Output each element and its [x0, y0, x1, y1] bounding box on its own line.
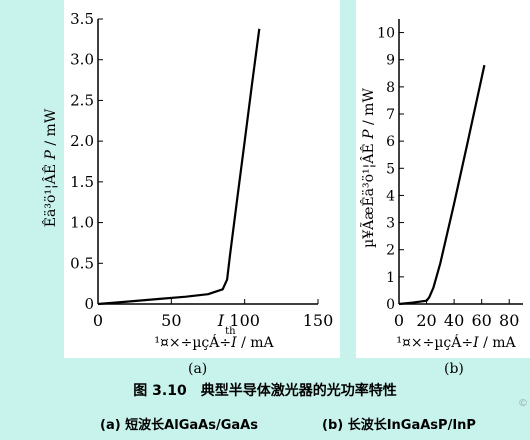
- x-tick-label-b: 40: [444, 311, 464, 330]
- y-tick-label-a: 0.5: [70, 254, 94, 272]
- x-axis-label-a: ¹¤×÷µçÁ÷I / mA: [154, 333, 274, 351]
- y-tick-label-a: 1.5: [70, 173, 94, 191]
- y-tick-label-a: 0: [84, 295, 94, 313]
- y-tick-label-b: 6: [386, 134, 395, 150]
- figure-caption: 图 3.10 典型半导体激光器的光功率特性: [133, 383, 397, 399]
- figure-label-a: (a): [188, 361, 208, 377]
- x-tick-label-a: 0: [93, 311, 103, 330]
- y-tick-label-a: 2.0: [70, 132, 94, 150]
- chart-panel-a: [64, 0, 340, 358]
- figure-label-b: (b): [444, 361, 464, 377]
- y-tick-label-b: 4: [386, 188, 395, 204]
- subcaption-a: (a) 短波长AlGaAs/GaAs: [100, 418, 258, 433]
- x-tick-label-a: 150: [303, 311, 334, 330]
- x-tick-label-b: 20: [416, 311, 436, 330]
- x-tick-label-a: 100: [229, 311, 260, 330]
- y-axis-label-b: µ¥ÃæÊä³ö¹¦ÂÊ P / mW: [359, 88, 377, 248]
- y-tick-label-a: 3.0: [70, 51, 94, 69]
- chart-panel-b: [356, 0, 530, 358]
- charts-svg: 0 50 100 15000.51.01.52.02.53.03.5¹¤×÷µçÁ÷I…: [41, 10, 523, 351]
- threshold-annotation: I: [217, 311, 225, 330]
- x-tick-label-b: 60: [471, 311, 491, 330]
- y-tick-label-b: 1: [386, 270, 395, 286]
- series-line-a-0: [97, 28, 261, 306]
- threshold-annotation-sub: th: [225, 326, 236, 337]
- y-tick-label-b: 7: [386, 107, 395, 123]
- y-tick-label-b: 9: [386, 53, 395, 69]
- x-tick-label-b: 0: [394, 311, 404, 330]
- y-tick-label-b: 2: [386, 243, 395, 259]
- x-axis-label-b: ¹¤×÷µçÁ÷I / mA: [396, 333, 516, 351]
- y-tick-label-b: 3: [386, 216, 395, 232]
- y-tick-label-b: 8: [386, 80, 395, 96]
- y-tick-label-a: 1.0: [70, 214, 94, 232]
- y-axis-label-a: Êä³ö¹¦ÂÊ P / mW: [41, 108, 59, 227]
- series-line-b-0: [398, 64, 486, 306]
- y-tick-label-a: 3.5: [70, 10, 94, 28]
- x-tick-label-a: 50: [161, 311, 181, 330]
- y-tick-label-b: 0: [386, 297, 395, 313]
- subcaption-b: (b) 长波长InGaAsP/InP: [322, 418, 476, 433]
- y-tick-label-a: 2.5: [70, 91, 94, 109]
- watermark-mark: ©: [518, 398, 528, 409]
- y-tick-label-b: 5: [386, 161, 395, 177]
- x-tick-label-b: 80: [499, 311, 519, 330]
- y-tick-label-b: 10: [377, 26, 395, 42]
